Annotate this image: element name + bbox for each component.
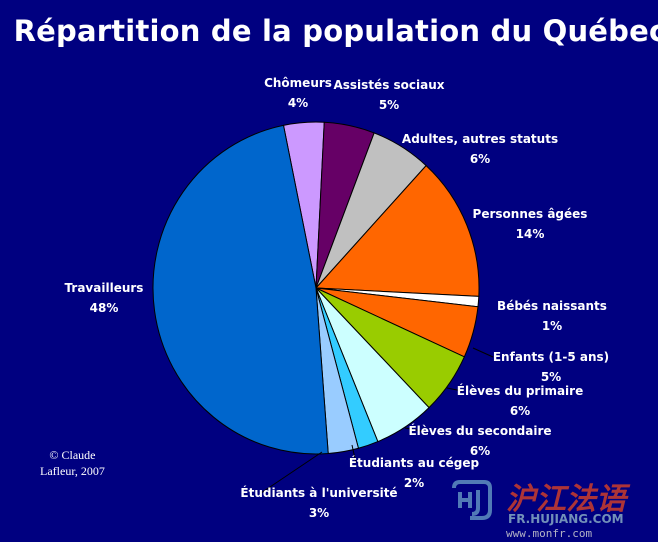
slice-value-adultes-autres-statuts: 6% (470, 152, 490, 166)
slice-personnes-agees (314, 164, 480, 297)
leader-line-etudiants-a-l-universite (260, 451, 323, 494)
credit-line-2: Lafleur, 2007 (40, 464, 105, 478)
slice-value-etudiants-au-cegep: 2% (404, 476, 424, 490)
slice-label-personnes-agees: Personnes âgées (473, 207, 588, 221)
watermark: 沪江法语 FR.HUJIANG.COM www.monfr.com (446, 474, 656, 540)
slice-value-assistes-sociaux: 5% (379, 98, 399, 112)
slice-travailleurs (152, 124, 329, 455)
slice-value-travailleurs: 48% (90, 301, 119, 315)
slice-label-travailleurs: Travailleurs (65, 281, 144, 295)
slice-label-assistes-sociaux: Assistés sociaux (333, 78, 444, 92)
slice-labels: Chômeurs 4% Assistés sociaux 5% Adultes, aut… (65, 76, 610, 520)
slice-value-chomeurs: 4% (288, 96, 308, 110)
watermark-brand: 沪江法语 (506, 482, 626, 517)
pie-slices (152, 121, 480, 455)
slice-value-etudiants-a-l-universite: 3% (309, 506, 329, 520)
leader-line-etudiants-au-cegep (351, 444, 357, 464)
slice-label-bebes-naissants: Bébés naissants (497, 299, 607, 313)
watermark-domain: FR.HUJIANG.COM (508, 512, 624, 526)
slice-value-bebes-naissants: 1% (542, 319, 562, 333)
slice-label-adultes-autres-statuts: Adultes, autres statuts (402, 132, 558, 146)
slice-value-eleves-du-secondaire: 6% (470, 444, 490, 458)
slice-value-eleves-du-primaire: 6% (510, 404, 530, 418)
slice-label-eleves-du-primaire: Élèves du primaire (457, 383, 583, 398)
slice-value-enfants-1-5-ans: 5% (541, 370, 561, 384)
slice-label-chomeurs: Chômeurs (264, 76, 332, 90)
watermark-site: www.monfr.com (506, 527, 593, 540)
copyright-credit: © Claude Lafleur, 2007 (40, 447, 105, 479)
slice-value-personnes-agees: 14% (516, 227, 545, 241)
credit-line-1: © Claude (49, 448, 96, 462)
leader-lines (260, 347, 494, 494)
leader-line-eleves-du-primaire (446, 387, 463, 392)
slice-label-enfants-1-5-ans: Enfants (1-5 ans) (493, 350, 609, 364)
slice-label-eleves-du-secondaire: Élèves du secondaire (408, 423, 551, 438)
leader-line-enfants-1-5-ans (472, 347, 494, 358)
leader-line-eleves-du-secondaire (404, 427, 423, 432)
hujiang-logo-icon (452, 480, 492, 520)
chart-title: Répartition de la population du Québec (13, 14, 658, 48)
slice-label-etudiants-a-l-universite: Étudiants à l'université (240, 485, 397, 500)
slice-label-etudiants-au-cegep: Étudiants au cégep (349, 455, 480, 470)
